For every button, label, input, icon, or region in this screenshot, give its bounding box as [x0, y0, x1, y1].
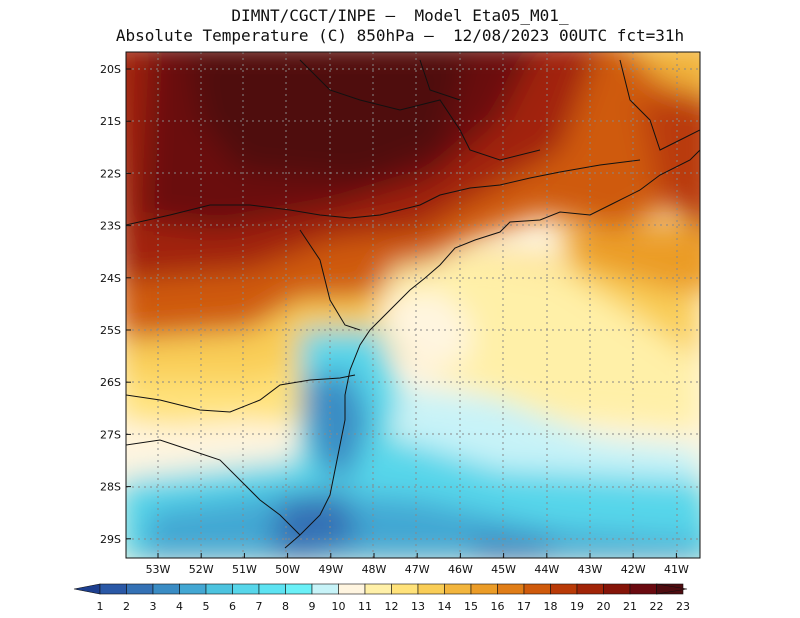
lat-label-29S: 29S — [100, 533, 121, 546]
colorbar-label: 8 — [282, 600, 289, 613]
colorbar-label: 16 — [491, 600, 505, 613]
colorbar-label: 11 — [358, 600, 372, 613]
colorbar-label: 17 — [517, 600, 531, 613]
lon-label-51W: 51W — [232, 563, 257, 576]
colorbar-label: 1 — [97, 600, 104, 613]
lon-label-48W: 48W — [362, 563, 387, 576]
lat-label-20S: 20S — [100, 63, 121, 76]
colorbar-label: 23 — [676, 600, 690, 613]
colorbar-swatch — [338, 583, 366, 595]
plot-frame — [125, 51, 701, 559]
lon-label-41W: 41W — [664, 563, 689, 576]
longitude-labels: 53W 52W 51W 50W 49W 48W 47W 46W 45W 44W 43W 42W 41W — [146, 553, 689, 576]
title-line-1: DIMNT/CGCT/INPE – Model Eta05_M01_ — [231, 6, 569, 25]
lon-label-50W: 50W — [275, 563, 300, 576]
lon-label-43W: 43W — [578, 563, 603, 576]
colorbar-swatch — [232, 583, 260, 595]
colorbar-swatch — [285, 583, 313, 595]
lon-label-49W: 49W — [318, 563, 343, 576]
colorbar-label: 10 — [332, 600, 346, 613]
colorbar-swatch — [258, 583, 286, 595]
colorbar-swatch — [417, 583, 445, 595]
temperature-field — [126, 52, 700, 558]
colorbar-label: 7 — [256, 600, 263, 613]
colorbar-swatch — [152, 583, 180, 595]
colorbar-label: 18 — [544, 600, 558, 613]
colorbar-swatch — [576, 583, 604, 595]
colorbar-swatch — [550, 583, 578, 595]
lon-label-47W: 47W — [405, 563, 430, 576]
colorbar-label: 5 — [203, 600, 210, 613]
colorbar-label: 4 — [176, 600, 183, 613]
lat-label-27S: 27S — [100, 428, 121, 441]
title-line-2: Absolute Temperature (C) 850hPa – 12/08/… — [115, 26, 685, 45]
colorbar-swatch — [99, 583, 127, 595]
lon-label-52W: 52W — [189, 563, 214, 576]
latitude-labels: 20S 21S 22S 23S 24S 25S 26S 27S 28S 29S — [100, 63, 131, 546]
colorbar-label: 19 — [570, 600, 584, 613]
lon-label-44W: 44W — [534, 563, 559, 576]
colorbar-swatch — [311, 583, 339, 595]
lon-label-53W: 53W — [146, 563, 171, 576]
lat-label-21S: 21S — [100, 115, 121, 128]
colorbar-swatch — [470, 583, 498, 595]
lat-label-24S: 24S — [100, 272, 121, 285]
colorbar-label: 13 — [411, 600, 425, 613]
colorbar-arrow-low — [73, 583, 101, 595]
colorbar-label: 15 — [464, 600, 478, 613]
lat-label-23S: 23S — [100, 220, 121, 233]
colorbar-swatch — [391, 583, 419, 595]
coastline-borders — [126, 59, 700, 549]
colorbar-label: 14 — [438, 600, 452, 613]
lon-label-45W: 45W — [491, 563, 516, 576]
colorbar-swatch — [497, 583, 525, 595]
colorbar-label: 20 — [597, 600, 611, 613]
colorbar-swatch — [603, 583, 631, 595]
lon-label-42W: 42W — [621, 563, 646, 576]
colorbar-swatch — [629, 583, 657, 595]
colorbar-swatch — [126, 583, 154, 595]
colorbar-swatch — [179, 583, 207, 595]
colorbar-label: 12 — [385, 600, 399, 613]
colorbar-label: 21 — [623, 600, 637, 613]
colorbar-swatch — [444, 583, 472, 595]
lat-label-22S: 22S — [100, 167, 121, 180]
colorbar-label: 2 — [123, 600, 130, 613]
colorbar-swatch — [364, 583, 392, 595]
colorbar-swatch — [523, 583, 551, 595]
lat-label-25S: 25S — [100, 324, 121, 337]
colorbar: 1 2 3 4 5 6 7 8 9 10 11 12 13 14 15 16 17 18 19 20 21 22 23 — [73, 583, 690, 613]
lon-label-46W: 46W — [448, 563, 473, 576]
lat-label-26S: 26S — [100, 376, 121, 389]
colorbar-label: 6 — [229, 600, 236, 613]
colorbar-arrow-high — [656, 583, 688, 595]
colorbar-label: 9 — [309, 600, 316, 613]
colorbar-swatch — [205, 583, 233, 595]
lat-label-28S: 28S — [100, 481, 121, 494]
graticule — [126, 52, 700, 558]
colorbar-label: 22 — [650, 600, 664, 613]
colorbar-label: 3 — [150, 600, 157, 613]
